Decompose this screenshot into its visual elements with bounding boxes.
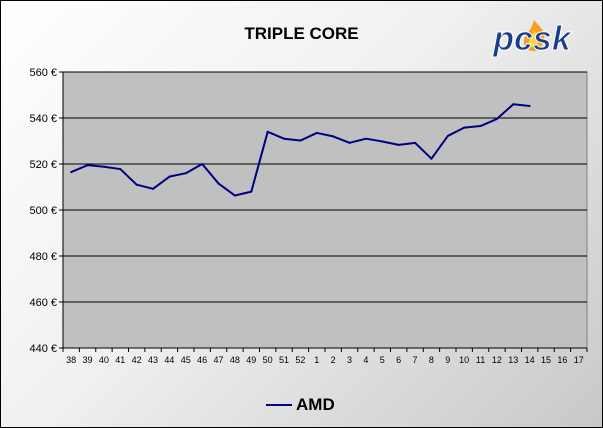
data-point xyxy=(528,105,531,108)
x-tick-label: 13 xyxy=(508,355,518,365)
x-tick-label: 8 xyxy=(429,355,434,365)
data-point xyxy=(348,141,351,144)
data-point xyxy=(397,143,400,146)
data-point xyxy=(152,187,155,190)
data-point xyxy=(201,163,204,165)
x-tick-label: 44 xyxy=(164,355,174,365)
x-tick-label: 52 xyxy=(295,355,305,365)
data-point xyxy=(446,134,449,137)
data-point xyxy=(233,194,236,197)
x-tick-label: 10 xyxy=(459,355,469,365)
x-tick-label: 4 xyxy=(363,355,368,365)
y-tick-label: 560 € xyxy=(29,67,57,79)
y-tick-label: 460 € xyxy=(29,297,57,309)
data-point xyxy=(119,168,122,171)
data-point xyxy=(283,137,286,140)
x-tick-label: 5 xyxy=(380,355,385,365)
x-tick-label: 42 xyxy=(132,355,142,365)
x-tick-label: 50 xyxy=(263,355,273,365)
x-tick-label: 46 xyxy=(197,355,207,365)
data-point xyxy=(135,183,138,186)
x-tick-label: 38 xyxy=(66,355,76,365)
data-point xyxy=(512,103,515,106)
y-tick-label: 520 € xyxy=(29,159,57,171)
x-tick-label: 43 xyxy=(148,355,158,365)
x-tick-label: 16 xyxy=(557,355,567,365)
x-tick-label: 11 xyxy=(476,355,485,365)
data-point xyxy=(479,125,482,128)
x-tick-label: 15 xyxy=(541,355,551,365)
x-tick-label: 2 xyxy=(331,355,336,365)
x-tick-label: 14 xyxy=(525,355,535,365)
data-point xyxy=(70,171,73,174)
gridlines xyxy=(63,71,587,349)
data-point xyxy=(102,165,105,168)
logo-text: pcsk xyxy=(492,20,573,58)
x-tick-label: 51 xyxy=(279,355,289,365)
y-tick-label: 500 € xyxy=(29,205,57,217)
x-tick-label: 40 xyxy=(99,355,109,365)
x-tick-label: 47 xyxy=(214,355,224,365)
data-point xyxy=(430,157,433,160)
series-layer xyxy=(70,103,531,197)
data-point xyxy=(86,164,89,167)
data-point xyxy=(495,117,498,120)
data-point xyxy=(266,130,269,133)
data-point xyxy=(299,139,302,142)
y-tick-label: 440 € xyxy=(29,343,57,355)
x-tick-label: 48 xyxy=(230,355,240,365)
data-point xyxy=(414,141,417,144)
y-tick-label: 540 € xyxy=(29,113,57,125)
x-tick-label: 45 xyxy=(181,355,191,365)
chart-title: TRIPLE CORE xyxy=(244,24,359,43)
data-point xyxy=(463,126,466,129)
logo-graphic: pcsk xyxy=(492,20,574,59)
x-axis: 38 39 40 41 42 43 44 45 46 47 48 49 50 51 52 1 2 3 4 5 6 7 8 9 1… xyxy=(62,347,588,365)
y-tick-label: 480 € xyxy=(29,251,57,263)
pcsk-logo: pcsk xyxy=(486,14,582,59)
y-axis: 440 € 460 € 480 € 500 € 520 € 540 € 560 € xyxy=(29,67,64,355)
x-tick-label: 41 xyxy=(115,355,125,365)
x-tick-label: 1 xyxy=(314,355,319,365)
x-tick-label: 49 xyxy=(246,355,256,365)
data-point xyxy=(315,131,318,134)
x-tick-label: 9 xyxy=(445,355,450,365)
legend: AMD xyxy=(266,394,335,416)
x-tick-label: 17 xyxy=(574,355,584,365)
x-tick-label: 39 xyxy=(83,355,93,365)
legend-swatch-amd xyxy=(266,404,292,406)
data-point xyxy=(364,137,367,140)
data-point xyxy=(381,140,384,143)
data-point xyxy=(184,172,187,175)
x-tick-label: 12 xyxy=(492,355,502,365)
x-tick-label: 3 xyxy=(347,355,352,365)
data-point xyxy=(332,135,335,138)
x-tick-label: 6 xyxy=(396,355,401,365)
data-point xyxy=(217,182,220,185)
data-point xyxy=(250,190,253,193)
legend-label-amd: AMD xyxy=(296,395,335,414)
data-point xyxy=(168,175,171,178)
x-tick-label: 7 xyxy=(413,355,418,365)
